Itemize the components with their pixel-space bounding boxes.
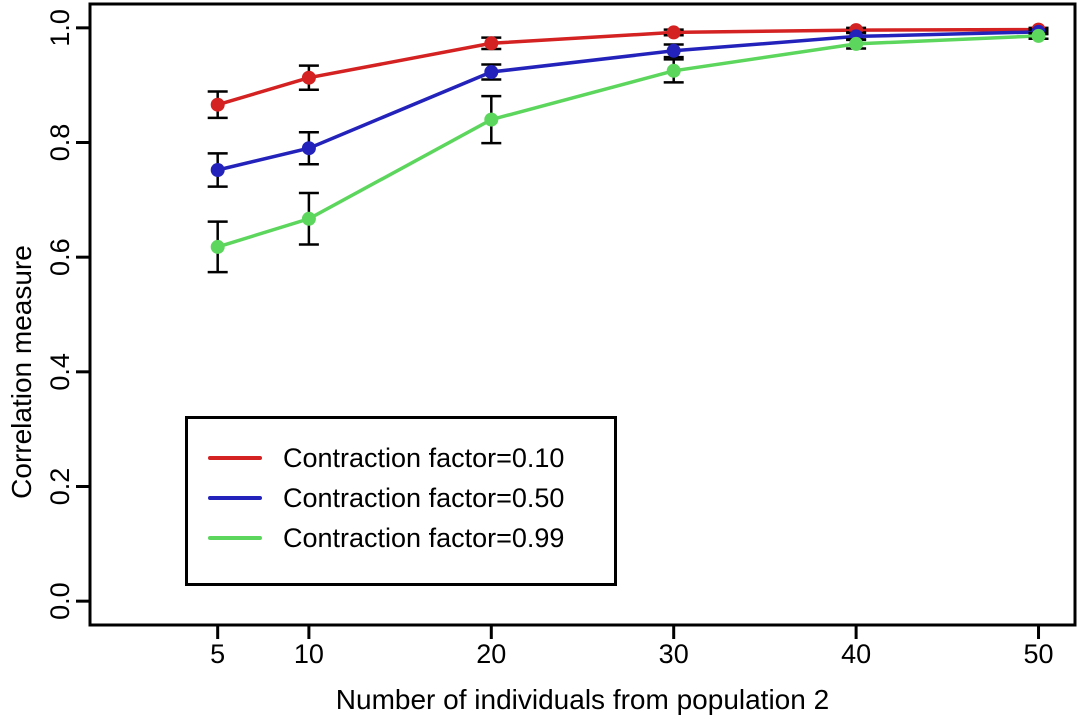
series-Contraction factor=0.10 (207, 22, 1049, 120)
series-Contraction factor=0.99 (207, 28, 1049, 274)
data-point (210, 97, 225, 112)
series-line (215, 27, 1041, 107)
data-point (210, 163, 225, 177)
data-point (666, 25, 681, 40)
legend-entry-red: Contraction factor=0.10 (188, 438, 614, 478)
x-tick-label: 10 (294, 639, 324, 669)
x-tick-label: 40 (841, 639, 871, 669)
x-axis-title: Number of individuals from population 2 (335, 684, 830, 715)
data-point (301, 141, 316, 156)
series-Contraction factor=0.50 (207, 24, 1049, 188)
y-tick-label: 0.6 (45, 238, 75, 276)
series-line (215, 30, 1041, 172)
plot-border (88, 2, 1077, 627)
legend-entry-blue: Contraction factor=0.50 (188, 478, 614, 518)
data-point (1031, 28, 1046, 43)
data-point (484, 112, 499, 127)
data-point (301, 70, 316, 85)
data-point (210, 239, 225, 254)
data-point (849, 36, 864, 51)
y-tick-label: 1.0 (45, 9, 75, 47)
series-line (215, 34, 1041, 249)
y-tick-label: 0.4 (45, 353, 75, 391)
x-tick-label: 20 (476, 639, 506, 669)
legend-label: Contraction factor=0.50 (283, 482, 565, 513)
legend: Contraction factor=0.10 Contraction fact… (185, 416, 617, 586)
legend-label: Contraction factor=0.99 (283, 522, 565, 553)
legend-entry-green: Contraction factor=0.99 (188, 518, 614, 558)
legend-line-red-icon (208, 456, 262, 460)
y-tick-label: 0.2 (45, 468, 75, 506)
legend-label: Contraction factor=0.10 (283, 442, 565, 473)
x-axis: 5 10 20 30 40 50 (210, 625, 1054, 669)
x-tick-label: 30 (659, 639, 689, 669)
data-point (666, 63, 681, 78)
data-point (301, 211, 316, 226)
y-axis-title: Correlation measure (6, 245, 37, 499)
legend-line-blue-icon (208, 496, 262, 500)
x-tick-label: 50 (1023, 639, 1053, 669)
x-tick-label: 5 (210, 639, 225, 669)
data-point (666, 43, 681, 58)
legend-line-green-icon (208, 536, 262, 540)
data-point (484, 65, 499, 79)
data-point (484, 36, 499, 51)
y-tick-label: 0.8 (45, 124, 75, 162)
y-tick-label: 0.0 (45, 582, 75, 620)
y-axis: 0.0 0.2 0.4 0.6 0.8 1.0 (45, 9, 90, 620)
